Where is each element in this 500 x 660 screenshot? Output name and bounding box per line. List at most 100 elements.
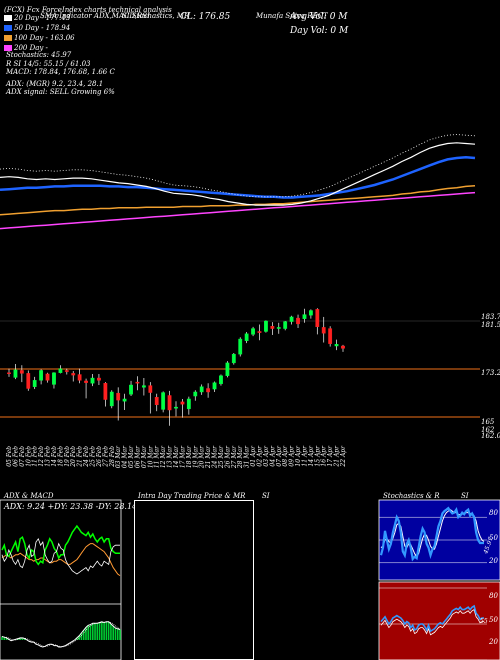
legend-swatch-200: [4, 45, 12, 51]
macd-line: [1, 621, 121, 648]
candle: [276, 322, 281, 334]
date-label: 19 Mar: [192, 445, 199, 468]
date-label: 27 Mar: [231, 445, 238, 469]
candle: [315, 308, 320, 335]
candle-body: [276, 327, 281, 329]
candle: [167, 390, 172, 426]
candle-body: [7, 372, 11, 374]
ma-100-line: [0, 184, 476, 216]
candle-body: [141, 385, 146, 388]
stochastic-lines: [379, 506, 487, 564]
candle-body: [251, 328, 255, 335]
date-label: 27 Feb: [102, 446, 109, 468]
macd-value: MACD: 178.84, 176.68, 1.66 C: [6, 68, 115, 76]
date-label: 02 Apr: [257, 445, 264, 467]
date-label: 25 Mar: [218, 445, 225, 469]
ticker-right: Munafa Sutra RECT: [256, 12, 328, 20]
date-label: 14 Feb: [51, 446, 58, 467]
date-label: 09 Apr: [289, 445, 296, 467]
candle-body: [174, 406, 178, 409]
candle-body: [302, 314, 307, 319]
ticker-line: (FCX) Fcx ForceIndex charts technical an…: [4, 6, 172, 14]
date-label: 28 Feb: [109, 446, 116, 468]
candle: [26, 370, 31, 391]
candle-body: [328, 328, 333, 344]
macd-signal-line: [1, 621, 121, 648]
date-label: 17 Apr: [327, 445, 334, 467]
candle-body: [219, 375, 223, 385]
candle-body: [77, 374, 82, 381]
candle: [77, 368, 82, 384]
candle-body: [270, 326, 275, 329]
legend-item-200: 200 Day -: [4, 44, 75, 52]
candle: [129, 380, 133, 397]
candle: [32, 376, 37, 390]
candle: [251, 326, 255, 337]
date-label: 25 Feb: [90, 446, 97, 468]
date-label: 24 Feb: [83, 446, 90, 468]
date-label: 11 Feb: [32, 446, 39, 467]
candle-body: [32, 380, 37, 387]
candle-body: [212, 382, 217, 390]
candle: [135, 376, 140, 391]
legend-swatch-100: [4, 35, 12, 41]
candle: [296, 314, 300, 328]
candle-body: [315, 309, 320, 328]
date-label: 12 Mar: [160, 445, 167, 468]
candle: [148, 382, 153, 414]
candle-body: [26, 373, 31, 389]
date-label: 14 Apr: [308, 445, 315, 467]
candle-body: [122, 398, 127, 402]
candle-body: [45, 373, 50, 381]
date-label: 05 Mar: [128, 445, 135, 468]
date-label: 31 Mar: [244, 445, 251, 468]
date-label: 11 Apr: [301, 445, 308, 467]
candle: [289, 315, 294, 325]
candle-body: [116, 392, 121, 401]
candle: [334, 339, 339, 351]
stochastic-k-line: [379, 506, 484, 562]
price-label-low: 162: [481, 426, 495, 434]
adx-readout: ADX: 9.24 +DY: 23.38 -DY: 28.14: [4, 502, 138, 511]
candle-body: [264, 320, 268, 332]
date-label: 11 Mar: [154, 445, 161, 468]
candle-body: [193, 391, 198, 397]
candle-body: [231, 353, 236, 364]
date-label: 16 Apr: [321, 445, 328, 467]
date-label: 21 Mar: [205, 445, 212, 469]
legend-item-20: 20 Day - 177.43: [4, 14, 75, 22]
candle-body: [109, 391, 114, 407]
candle: [141, 378, 146, 396]
candle: [321, 316, 326, 343]
rsi-level-20: 20: [489, 638, 498, 646]
candle: [109, 390, 114, 409]
date-label: 10 Mar: [147, 445, 154, 468]
avg-volume: Avg Vol: 0 M: [290, 12, 348, 22]
legend-item-50: 50 Day - 178.94: [4, 24, 75, 32]
moving-average-lines: [0, 134, 476, 230]
candle: [206, 383, 211, 398]
date-label: 19 Feb: [64, 446, 71, 467]
date-label: 13 Feb: [45, 446, 52, 467]
price-label-last: 162.09: [481, 432, 500, 440]
candle: [219, 374, 223, 386]
candle-body: [186, 398, 191, 410]
candle-body: [52, 372, 56, 385]
date-label: 03 Mar: [115, 445, 122, 468]
legend-swatch-20: [4, 15, 12, 21]
rsi-smoothed-line: [380, 608, 484, 636]
candle: [257, 324, 262, 341]
date-axis: 05 Feb 06 Feb 07 Feb 10 Feb 11 Feb 12 Feb 13 F…: [6, 445, 347, 469]
date-label: 21 Apr: [334, 445, 341, 468]
candle-body: [244, 333, 249, 341]
date-label: 08 Apr: [282, 445, 289, 467]
rsi-line: [380, 604, 484, 633]
date-label: 21 Feb: [77, 446, 84, 468]
rsi-value: R SI 14/5: 55.15 / 61.03: [6, 60, 91, 68]
candle: [308, 309, 313, 319]
plus-di-line: [1, 524, 120, 566]
candlesticks: [7, 308, 345, 426]
close-price: CL: 176.85: [180, 12, 231, 22]
